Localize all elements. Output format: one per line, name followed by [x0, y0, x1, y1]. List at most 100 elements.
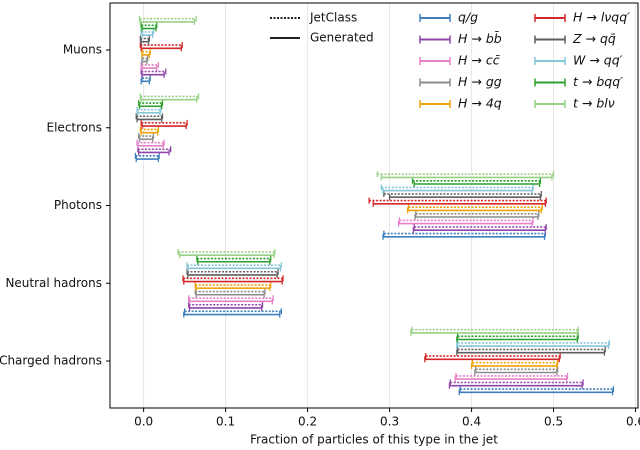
range-bar — [141, 25, 157, 32]
range-bar — [194, 281, 272, 288]
range-bar — [138, 149, 170, 156]
range-bar — [188, 304, 263, 311]
range-bar — [195, 291, 265, 298]
range-bar — [388, 194, 542, 201]
range-bar — [398, 217, 534, 224]
range-bar — [456, 336, 578, 343]
x-tick-label: 0.4 — [462, 415, 481, 429]
range-bar — [134, 152, 160, 159]
range-bar — [140, 22, 158, 29]
range-bar — [140, 28, 155, 35]
range-bar — [195, 285, 271, 292]
legend-label: H → lνqq′ — [573, 10, 630, 25]
range-bar — [454, 376, 568, 383]
range-bar — [197, 258, 271, 265]
range-bar — [425, 353, 561, 360]
legend-label: q/g — [458, 10, 478, 25]
legend-label: t → bqq′ — [573, 74, 623, 89]
y-tick-label: Electrons — [47, 120, 102, 134]
range-bar — [139, 93, 200, 100]
legend-label: Generated — [310, 31, 374, 45]
range-bar — [135, 156, 160, 163]
range-bar — [413, 224, 547, 230]
range-bar — [188, 295, 274, 302]
x-axis-label: Fraction of particles of this type in th… — [250, 433, 498, 447]
range-bar — [383, 191, 542, 197]
range-bar — [470, 362, 558, 369]
range-bar — [140, 45, 182, 52]
range-bar — [424, 356, 560, 363]
range-bar — [140, 96, 198, 103]
range-bar — [413, 181, 541, 187]
legend-label: t → blν — [573, 96, 615, 111]
range-bar — [138, 103, 163, 110]
range-bar — [407, 204, 543, 211]
range-bar — [410, 329, 578, 336]
range-bar — [138, 136, 154, 143]
legend-label: H → gg — [458, 74, 502, 89]
range-bar — [139, 42, 183, 49]
range-bar — [136, 116, 163, 123]
legend-label: H → bb̄ — [458, 31, 502, 46]
range-bar — [140, 129, 159, 136]
range-bar — [406, 207, 542, 214]
x-tick-label: 0.2 — [298, 415, 317, 429]
range-bar — [187, 271, 278, 278]
range-bar — [376, 171, 555, 178]
range-bar — [188, 301, 264, 308]
range-bar — [456, 339, 610, 346]
legend-label: Z → qq̄ — [572, 31, 616, 46]
range-bar — [138, 100, 164, 107]
range-bar — [141, 58, 148, 65]
range-bar — [449, 379, 584, 386]
range-bar — [458, 389, 614, 396]
range-bar — [187, 265, 282, 272]
range-bar — [140, 78, 151, 85]
range-bar — [141, 65, 158, 72]
range-bar — [139, 18, 196, 25]
range-bar — [474, 369, 558, 376]
range-bar — [141, 51, 151, 58]
range-bar — [141, 71, 165, 78]
range-bar — [414, 214, 539, 220]
range-bar — [194, 288, 266, 295]
range-bar — [455, 372, 569, 379]
range-bar — [196, 255, 272, 262]
legend-label: H → cc̄ — [458, 53, 500, 68]
y-tick-label: Muons — [63, 43, 102, 57]
range-bar — [456, 343, 610, 350]
range-bar — [136, 139, 165, 146]
range-bar — [456, 333, 579, 340]
range-bar — [137, 109, 161, 116]
range-bar — [140, 61, 160, 68]
range-bar — [382, 233, 546, 240]
range-bar — [183, 311, 281, 318]
x-tick-label: 0.6 — [626, 415, 640, 429]
range-bar — [372, 200, 547, 207]
legend-label: JetClass — [309, 11, 357, 25]
range-bar — [186, 262, 283, 269]
range-bar — [368, 197, 547, 204]
range-bar — [183, 308, 283, 315]
range-bar — [140, 38, 150, 45]
range-bar — [397, 220, 533, 227]
range-bar — [137, 142, 164, 149]
y-tick-label: Photons — [54, 198, 102, 212]
range-bar — [380, 174, 553, 181]
range-bar — [188, 298, 273, 305]
range-bar — [412, 227, 547, 234]
range-bar — [411, 177, 542, 184]
range-bar — [138, 133, 155, 140]
range-bar — [141, 32, 154, 39]
range-bar — [411, 326, 579, 333]
range-bar — [138, 15, 197, 22]
y-tick-label: Charged hadrons — [0, 354, 102, 368]
range-bar — [183, 278, 283, 285]
x-tick-label: 0.3 — [380, 415, 399, 429]
range-bar — [135, 113, 164, 120]
range-bar — [140, 68, 167, 75]
range-bar — [383, 230, 547, 237]
x-tick-label: 0.5 — [544, 415, 563, 429]
y-tick-label: Neutral hadrons — [5, 276, 102, 290]
